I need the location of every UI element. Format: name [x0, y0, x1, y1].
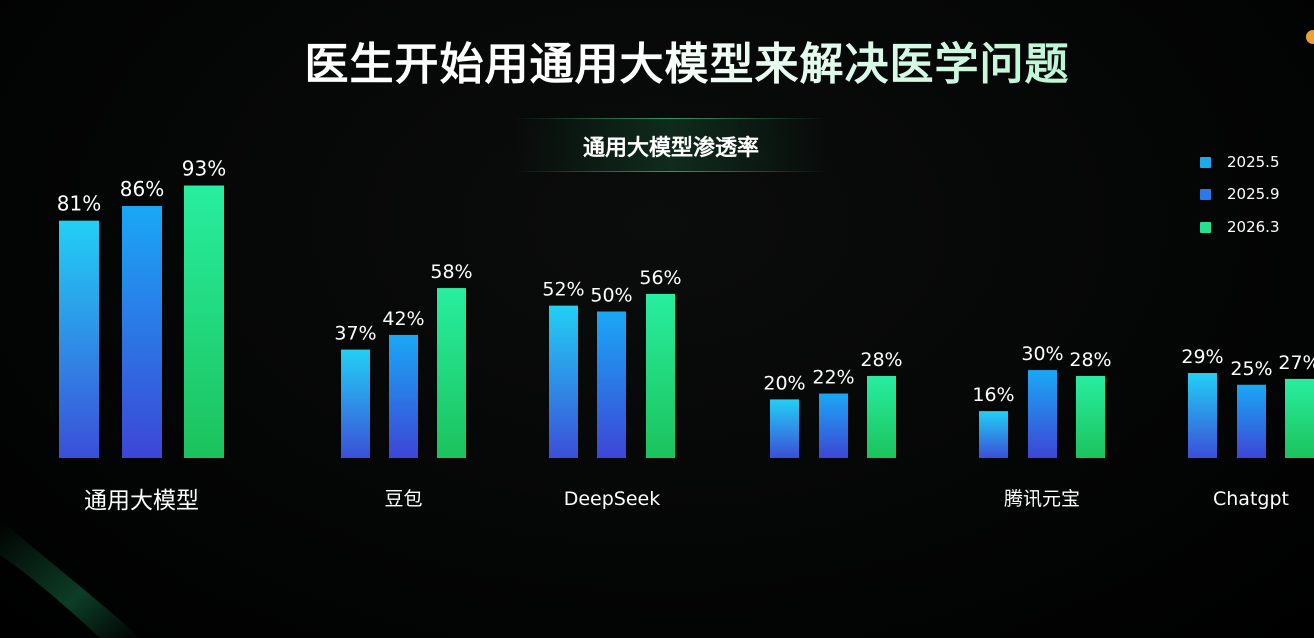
background-decoration [0, 520, 140, 638]
bar-value-label: 86% [120, 177, 164, 201]
page-title: 医生开始用通用大模型来解决医学问题 [0, 28, 1314, 92]
bar-value-label: 50% [590, 285, 632, 307]
bar-value-label: 28% [1069, 349, 1111, 371]
chart-title: 通用大模型渗透率 [582, 136, 759, 161]
bar-value-label: 52% [542, 279, 584, 301]
corner-dot [1306, 30, 1314, 44]
bar-value-label: 58% [430, 261, 472, 283]
bar [1076, 375, 1105, 458]
legend-item-2025-9: 2025.9 [1198, 184, 1308, 204]
bar [59, 220, 99, 458]
legend-swatch [1200, 222, 1211, 233]
bar-value-label: 16% [972, 384, 1014, 406]
bar [549, 305, 578, 458]
bar [122, 206, 162, 458]
bar [867, 375, 896, 458]
bar-value-label: 93% [182, 157, 226, 181]
bar [1237, 384, 1266, 458]
legend-item-2026-3: 2026.3 [1198, 217, 1308, 237]
bar-value-label: 30% [1021, 343, 1063, 365]
bar [437, 288, 466, 458]
bar-value-label: 42% [382, 308, 424, 330]
bar [979, 411, 1008, 458]
chart-subtitle-banner: 通用大模型渗透率 [515, 118, 827, 172]
value-labels-layer: 81% 86% 93% 37% 42% 58% 52% 50% 56% 20% 22% 28% 16% 3… [57, 157, 1314, 407]
legend-swatch [1200, 157, 1211, 168]
subtitle-bottom-rule [515, 171, 827, 172]
bar [1188, 373, 1217, 458]
legend-label: 2026.3 [1227, 218, 1280, 236]
legend-label: 2025.9 [1227, 185, 1280, 203]
category-label: 通用大模型 [84, 488, 199, 514]
legend-label: 2025.5 [1227, 153, 1280, 171]
bar [1285, 378, 1314, 458]
bar-value-label: 20% [763, 372, 805, 394]
bar-value-label: 29% [1181, 346, 1223, 368]
category-label: 腾讯元宝 [1004, 488, 1080, 510]
bar-value-label: 37% [334, 323, 376, 345]
bar-value-label: 81% [57, 192, 101, 216]
bar [341, 349, 370, 458]
decorative-streak [0, 520, 140, 638]
category-labels-layer: 通用大模型 豆包 DeepSeek 腾讯元宝 Chatgpt [84, 488, 1289, 514]
bar-value-label: 27% [1278, 352, 1314, 374]
bar [597, 311, 626, 458]
bar [184, 185, 224, 458]
bar [770, 399, 799, 458]
legend-item-2025-5: 2025.5 [1198, 152, 1308, 172]
bar-value-label: 25% [1230, 358, 1272, 380]
category-label: 豆包 [384, 488, 422, 510]
bars-layer [59, 185, 1314, 458]
category-label: DeepSeek [564, 488, 661, 510]
bar-value-label: 22% [812, 367, 854, 389]
bar [389, 334, 418, 458]
bar [646, 293, 675, 458]
category-label: Chatgpt [1213, 488, 1289, 510]
subtitle-top-rule [515, 118, 827, 119]
bar [819, 393, 848, 458]
legend-swatch [1200, 189, 1211, 200]
bar-value-label: 28% [860, 349, 902, 371]
bar [1028, 370, 1057, 458]
bar-value-label: 56% [639, 267, 681, 289]
